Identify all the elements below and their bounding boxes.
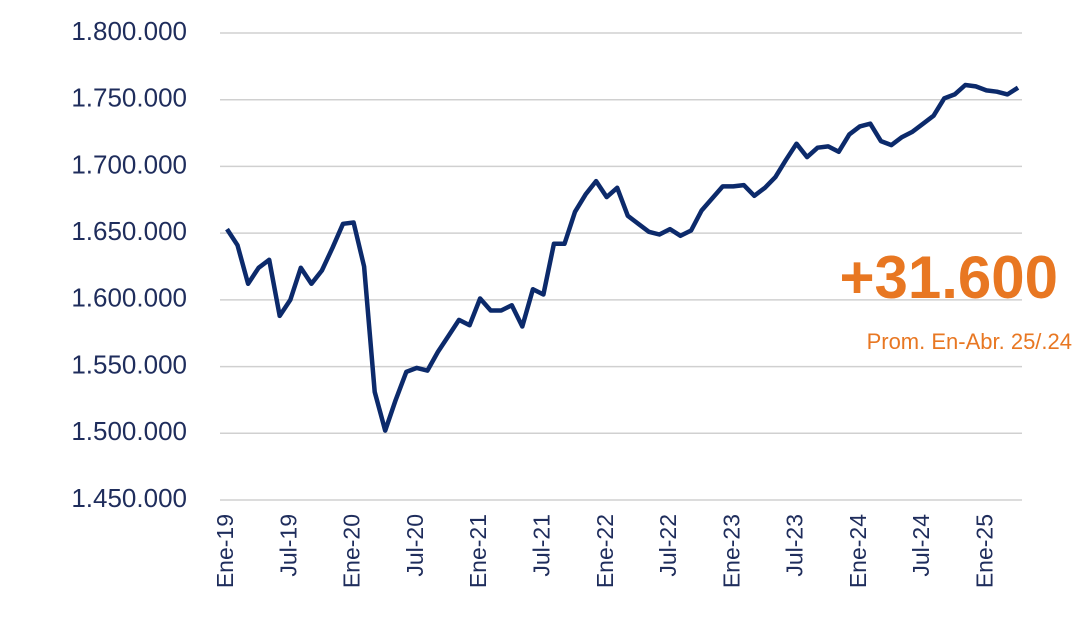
x-tick-label: Ene-21 <box>465 514 491 588</box>
y-tick-label: 1.750.000 <box>71 83 187 113</box>
x-tick-label: Ene-24 <box>845 514 871 588</box>
y-tick-label: 1.500.000 <box>71 416 187 446</box>
x-tick-label: Jul-23 <box>782 514 808 577</box>
y-tick-label: 1.600.000 <box>71 283 187 313</box>
x-tick-label: Ene-25 <box>971 514 997 588</box>
x-tick-label: Jul-24 <box>908 514 934 577</box>
x-tick-label: Jul-19 <box>275 514 301 577</box>
x-tick-label: Ene-20 <box>339 514 365 588</box>
annotation-value: +31.600 <box>839 244 1058 311</box>
series-line <box>225 82 1020 433</box>
x-tick-label: Jul-20 <box>402 514 428 577</box>
y-tick-label: 1.450.000 <box>71 483 187 513</box>
y-tick-label: 1.700.000 <box>71 149 187 179</box>
x-tick-label: Jul-22 <box>655 514 681 577</box>
y-tick-label: 1.650.000 <box>71 216 187 246</box>
x-tick-label: Ene-22 <box>592 514 618 588</box>
annotation-note: Prom. En-Abr. 25/.24 <box>867 329 1072 354</box>
y-tick-label: 1.800.000 <box>71 16 187 46</box>
x-tick-label: Jul-21 <box>528 514 554 577</box>
y-tick-label: 1.550.000 <box>71 349 187 379</box>
x-tick-label: Ene-19 <box>212 514 238 588</box>
x-tick-label: Ene-23 <box>718 514 744 588</box>
